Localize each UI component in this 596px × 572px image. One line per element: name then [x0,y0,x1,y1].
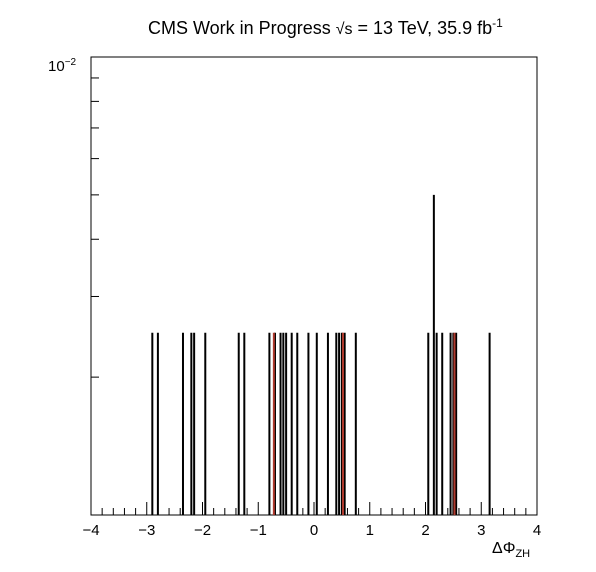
y-tick-base: 10 [48,58,65,75]
title-energy-lumi: = 13 TeV, 35.9 fb [353,18,493,38]
chart-title: CMS Work in Progress √s = 13 TeV, 35.9 f… [148,16,503,39]
y-tick-top-label: 10−2 [48,57,76,75]
x-tick-label: 1 [366,522,374,539]
x-tick-label: −2 [194,522,211,539]
x-axis-label-main: ΔΦ [492,540,515,557]
x-tick-label: −3 [138,522,155,539]
x-axis-ticks: −4 −3 −2 −1 0 1 2 3 4 [82,502,541,539]
title-sqrt-s: √s [336,21,353,38]
y-axis-ticks [91,57,105,377]
y-tick-exponent: −2 [65,57,76,68]
x-tick-label: 2 [421,522,429,539]
x-tick-label: 0 [310,522,318,539]
title-main: CMS Work in Progress [148,18,331,38]
x-tick-label: −4 [82,522,99,539]
x-axis-label: ΔΦZH [492,540,530,560]
x-tick-label: 4 [533,522,541,539]
bars-group [152,195,489,515]
x-tick-label: 3 [477,522,485,539]
title-lumi-exponent: -1 [492,16,503,30]
x-tick-label: −1 [250,522,267,539]
x-axis-label-sub: ZH [515,548,530,560]
